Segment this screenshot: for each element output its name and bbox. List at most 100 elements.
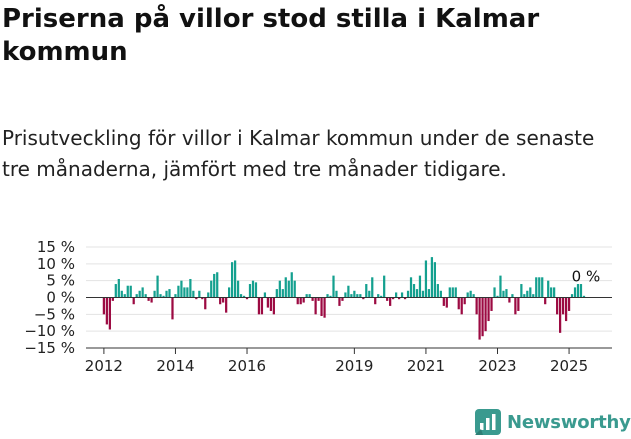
bar (517, 297, 520, 311)
bar (541, 277, 544, 298)
bar (147, 297, 150, 301)
bar (216, 272, 219, 298)
bar (332, 275, 335, 298)
bar (335, 290, 338, 298)
bar (532, 294, 535, 298)
bar (412, 284, 416, 298)
bar (141, 287, 144, 298)
bar (338, 297, 341, 306)
bar (383, 275, 386, 298)
bar (538, 277, 541, 298)
bar (341, 297, 344, 301)
bar (400, 292, 404, 298)
bar (225, 297, 228, 313)
bar (186, 287, 189, 298)
bar (123, 294, 126, 298)
bar (359, 294, 362, 298)
bar (466, 292, 469, 298)
bar (558, 297, 562, 333)
page-title: Priserna på villor stod stilla i Kalmar … (2, 4, 540, 67)
bar (323, 297, 326, 318)
bar (409, 277, 413, 298)
x-tick-label: 2019 (335, 357, 373, 375)
bar (239, 294, 243, 298)
bar (561, 297, 565, 315)
bar (523, 294, 526, 298)
bar (570, 294, 574, 298)
bar (248, 284, 252, 298)
bar (445, 297, 448, 308)
bar (472, 294, 475, 298)
bar (233, 260, 237, 298)
bar (397, 297, 401, 300)
bar (505, 289, 508, 298)
bar (281, 289, 284, 298)
bar (556, 297, 559, 315)
bar (159, 294, 162, 298)
bar (573, 287, 577, 298)
bar (502, 290, 505, 298)
bar (392, 297, 395, 300)
bar (487, 297, 490, 322)
bar (514, 297, 517, 315)
bar (377, 294, 380, 298)
bar (448, 287, 451, 298)
bar (454, 287, 457, 298)
bar (356, 294, 359, 298)
bar (189, 278, 192, 298)
bar (213, 273, 216, 298)
y-tick-label: −10 % (24, 322, 75, 340)
bar (567, 297, 571, 311)
x-tick-label: 2025 (550, 357, 588, 375)
bar (278, 280, 281, 298)
x-tick-label: 2021 (407, 357, 445, 375)
bar (421, 290, 425, 298)
bar (457, 297, 460, 310)
bar (406, 290, 410, 298)
bar (374, 297, 377, 305)
bar (547, 280, 550, 298)
bar (305, 294, 308, 298)
bar (156, 275, 159, 298)
bar (195, 297, 198, 300)
bar (499, 275, 502, 298)
x-tick-label: 2016 (228, 357, 266, 375)
bar (442, 297, 445, 306)
bar (245, 297, 249, 300)
bar (198, 290, 201, 298)
bar (162, 295, 165, 298)
bar (120, 290, 123, 298)
bar (347, 285, 350, 298)
bar (102, 297, 106, 315)
bar (222, 297, 225, 303)
bar (108, 297, 111, 330)
y-tick-label: 5 % (46, 272, 75, 290)
bar (508, 297, 511, 303)
bar (236, 280, 240, 298)
y-tick-label: 0 % (46, 289, 75, 307)
bar (308, 294, 311, 298)
bar (290, 272, 293, 298)
bar (275, 289, 278, 298)
bar (520, 284, 523, 298)
bar (427, 289, 431, 298)
bar (168, 289, 171, 298)
bar (371, 277, 374, 298)
bar (296, 297, 299, 305)
y-axis-ticks: 15 %10 %5 %0 %−5 %−10 %−15 % (24, 238, 75, 357)
bar (254, 282, 258, 298)
bar (451, 287, 454, 298)
bar (126, 285, 129, 298)
bar (353, 290, 356, 298)
bar (576, 284, 580, 298)
bar (111, 297, 114, 301)
bar (433, 262, 436, 298)
y-tick-label: −15 % (24, 339, 75, 357)
bar (192, 290, 195, 298)
latest-value-annotation: 0 % (572, 268, 601, 286)
bar (311, 297, 314, 301)
bar (389, 297, 392, 306)
bar (174, 294, 177, 298)
price-change-bar-chart: 15 %10 %5 %0 %−5 %−10 %−15 % 2012 2014 201… (24, 238, 612, 375)
page-subtitle: Prisutveckling för villor i Kalmar kommu… (2, 126, 595, 181)
